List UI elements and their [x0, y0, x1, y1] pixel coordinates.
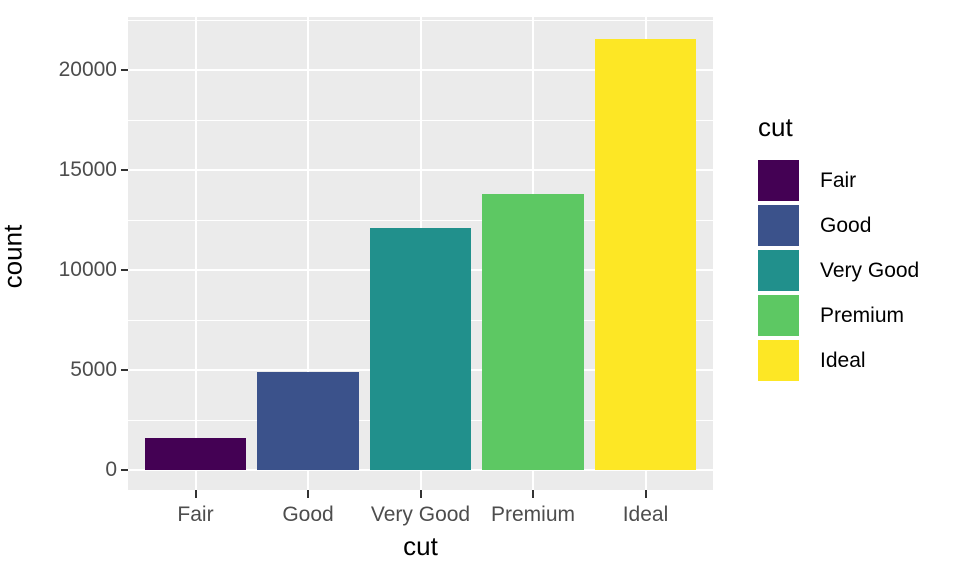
y-tick-mark [121, 269, 128, 271]
y-tick-label: 15000 [58, 158, 117, 181]
x-tick-mark [194, 490, 197, 498]
bar-very-good [369, 228, 472, 470]
y-tick-mark [121, 169, 128, 171]
legend-entry: Premium [758, 295, 919, 336]
legend-key-swatch [758, 340, 799, 381]
x-axis-title: cut [403, 531, 438, 561]
legend-entry-label: Ideal [820, 348, 866, 372]
y-tick-label: 10000 [58, 258, 117, 281]
legend-key-swatch [758, 250, 799, 291]
legend-entry: Very Good [758, 250, 919, 291]
bar-fair [144, 437, 247, 470]
y-axis-title: count [0, 224, 28, 289]
legend-key-swatch [758, 205, 799, 246]
x-tick-label: Premium [490, 503, 575, 526]
legend-entry-label: Very Good [820, 258, 920, 282]
bar-good [257, 371, 359, 470]
legend-entries: Fair Good Very Good Premium Ideal [758, 160, 919, 381]
legend-entry-label: Fair [820, 168, 857, 192]
x-tick-label: Very Good [370, 503, 471, 526]
x-tick-mark [419, 490, 422, 498]
y-tick-mark [121, 369, 128, 371]
y-tick-mark [121, 69, 128, 71]
x-tick-mark [532, 490, 534, 498]
x-tick-mark [644, 490, 647, 498]
legend-entry: Good [758, 205, 919, 246]
bar-ideal [594, 38, 697, 470]
legend-entry-label: Good [820, 213, 872, 237]
legend-entry: Fair [758, 160, 919, 201]
y-tick-label: 5000 [70, 358, 117, 381]
x-tick-label: Fair [177, 503, 214, 526]
legend-key-swatch [758, 295, 799, 336]
y-tick-label: 0 [105, 458, 117, 481]
gridline-major [194, 17, 197, 490]
y-tick-label: 20000 [58, 58, 117, 81]
plot-panel [128, 17, 713, 490]
legend-entry: Ideal [758, 340, 919, 381]
bar-premium [482, 194, 584, 470]
legend-key-swatch [758, 160, 799, 201]
x-tick-mark [307, 490, 309, 498]
legend-title: cut [758, 112, 793, 142]
legend-entry-label: Premium [820, 303, 905, 327]
x-tick-label: Good [282, 503, 334, 526]
y-tick-mark [121, 469, 128, 471]
legend: cut Fair Good Very Good Premium Ideal [758, 112, 919, 385]
gridline-major [307, 17, 309, 490]
x-tick-label: Ideal [622, 503, 669, 526]
